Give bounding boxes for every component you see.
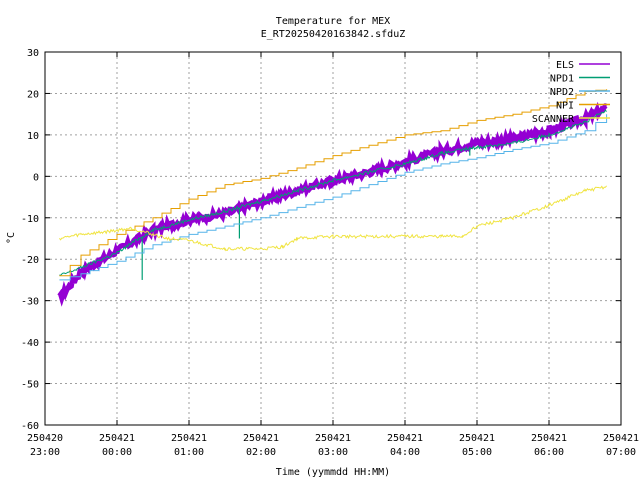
legend: ELS NPD1 NPD2 NPI SCANNER xyxy=(532,60,610,125)
x-tick-time-label: 00:00 xyxy=(102,447,132,458)
x-tick-time-label: 06:00 xyxy=(534,447,564,458)
series-line-npd2 xyxy=(59,114,608,281)
x-axis-label: Time (yymmdd HH:MM) xyxy=(276,467,390,478)
y-tick-label: -60 xyxy=(21,421,39,432)
y-tick-label: -10 xyxy=(21,214,39,225)
y-tick-label: 30 xyxy=(27,48,39,59)
x-tick-date-label: 250421 xyxy=(315,433,351,444)
x-tick-date-label: 250421 xyxy=(99,433,135,444)
chart-subtitle: E_RT20250420163842.sfduZ xyxy=(261,29,406,40)
chart-title: Temperature for MEX xyxy=(276,16,390,27)
series-line-npi xyxy=(59,89,608,277)
y-tick-label: -20 xyxy=(21,255,39,266)
y-tick-label: 20 xyxy=(27,89,39,100)
x-tick-date-label: 250421 xyxy=(171,433,207,444)
series-line-scanner xyxy=(59,185,607,252)
x-tick-time-label: 23:00 xyxy=(30,447,60,458)
series-line-npd1 xyxy=(59,109,607,276)
x-tick-date-label: 250421 xyxy=(603,433,639,444)
x-tick-date-label: 250421 xyxy=(531,433,567,444)
y-tick-label: -40 xyxy=(21,338,39,349)
legend-label-npd2: NPD2 xyxy=(550,87,574,98)
x-tick-time-label: 03:00 xyxy=(318,447,348,458)
x-tick-time-label: 04:00 xyxy=(390,447,420,458)
legend-label-scanner: SCANNER xyxy=(532,114,575,125)
y-tick-label: 0 xyxy=(33,172,39,183)
x-tick-date-label: 250421 xyxy=(459,433,495,444)
y-tick-label: -30 xyxy=(21,297,39,308)
series-group xyxy=(57,89,608,307)
x-tick-date-label: 250421 xyxy=(387,433,423,444)
x-tick-time-label: 07:00 xyxy=(606,447,636,458)
x-tick-time-label: 05:00 xyxy=(462,447,492,458)
x-tick-time-label: 01:00 xyxy=(174,447,204,458)
legend-label-els: ELS xyxy=(556,60,574,71)
y-axis-label: °C xyxy=(6,232,17,244)
x-tick-time-label: 02:00 xyxy=(246,447,276,458)
y-tick-label: -50 xyxy=(21,380,39,391)
legend-label-npi: NPI xyxy=(556,101,574,112)
axes: -60 -50 -40 -30 -20 -10 0 10 20 30 250420 23:00 2504… xyxy=(21,48,639,458)
legend-label-npd1: NPD1 xyxy=(550,74,574,85)
y-tick-label: 10 xyxy=(27,131,39,142)
x-tick-date-label: 250421 xyxy=(243,433,279,444)
x-tick-date-label: 250420 xyxy=(27,433,63,444)
series-line-els xyxy=(57,101,608,307)
